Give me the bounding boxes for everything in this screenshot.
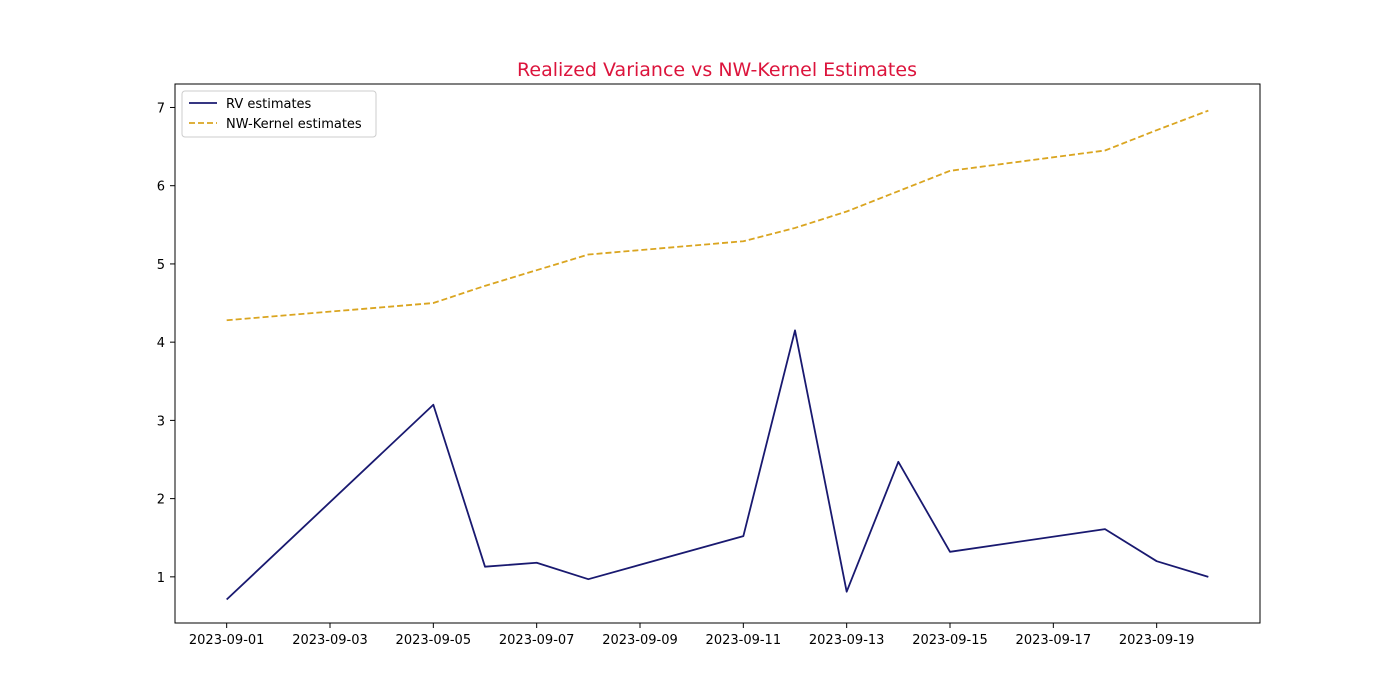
x-tick-label: 2023-09-09 (602, 633, 678, 648)
chart-title: Realized Variance vs NW-Kernel Estimates (517, 59, 917, 81)
legend-label-rv: RV estimates (226, 97, 312, 112)
x-tick-label: 2023-09-13 (809, 633, 885, 648)
legend-label-nw: NW-Kernel estimates (226, 117, 362, 132)
y-tick-label: 2 (157, 493, 165, 508)
y-tick-label: 7 (157, 101, 165, 116)
x-tick-label: 2023-09-11 (706, 633, 782, 648)
x-tick-label: 2023-09-01 (189, 633, 265, 648)
x-tick-label: 2023-09-03 (292, 633, 368, 648)
x-tick-label: 2023-09-19 (1119, 633, 1195, 648)
y-tick-label: 6 (157, 180, 165, 195)
series-line-nw (226, 109, 1209, 322)
y-tick-label: 1 (157, 571, 165, 586)
legend-box (181, 90, 377, 138)
x-tick-label: 2023-09-15 (912, 633, 988, 648)
y-axis: 1 2 3 4 5 6 7 (157, 101, 175, 586)
x-tick-label: 2023-09-07 (499, 633, 575, 648)
x-axis: 2023-09-01 2023-09-03 2023-09-05 2023-09-07… (189, 623, 1195, 648)
series-lines (226, 109, 1209, 601)
plot-frame (174, 83, 1261, 624)
y-tick-label: 5 (157, 258, 165, 273)
y-tick-label: 4 (157, 336, 165, 351)
x-tick-label: 2023-09-05 (396, 633, 472, 648)
x-tick-label: 2023-09-17 (1016, 633, 1092, 648)
y-tick-label: 3 (157, 414, 165, 429)
legend: RV estimates NW-Kernel estimates (181, 90, 377, 138)
series-line-rv (226, 329, 1209, 601)
